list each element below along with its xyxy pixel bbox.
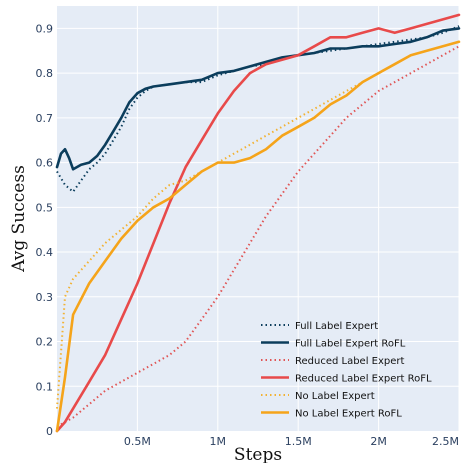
y-tick-label: 0.3 (36, 291, 54, 304)
y-tick-label: 0.9 (36, 22, 54, 35)
grid-lines (57, 6, 460, 431)
x-tick-label: 0.5M (124, 435, 151, 448)
tick-labels: 0 0.1 0.2 0.3 0.4 0.5 0.6 0.7 0.8 0.9 0.5M 1M 1.5M 2M… (36, 22, 460, 448)
y-tick-label: 0.1 (36, 380, 54, 393)
legend-label: No Label Expert RoFL (295, 409, 402, 420)
series-layer (55, 13, 461, 433)
y-tick-label: 0 (46, 425, 53, 438)
legend: Full Label Expert Full Label Expert RoFL R… (261, 321, 432, 420)
series-line-0 (56, 25, 460, 193)
x-tick-label: 1M (210, 435, 227, 448)
plot-background (57, 6, 459, 431)
x-axis-title: Steps (234, 445, 282, 463)
series-line-1 (55, 27, 461, 171)
legend-label: Full Label Expert (295, 321, 378, 332)
legend-label: Reduced Label Expert RoFL (295, 374, 432, 385)
legend-label: No Label Expert (295, 391, 375, 402)
y-tick-label: 0.2 (36, 336, 54, 349)
y-axis-title: Avg Success (9, 165, 29, 273)
series-line-5 (55, 40, 461, 433)
y-tick-label: 0.4 (36, 246, 54, 259)
x-tick-label: 2M (370, 435, 387, 448)
legend-label: Reduced Label Expert (295, 356, 405, 367)
x-tick-label: 2.5M (432, 435, 459, 448)
x-tick-label: 1.5M (285, 435, 312, 448)
legend-label: Full Label Expert RoFL (295, 339, 406, 350)
y-tick-label: 0.6 (36, 157, 54, 170)
y-tick-label: 0.7 (36, 112, 54, 125)
series-line-3 (55, 13, 461, 433)
y-tick-label: 0.5 (36, 201, 54, 214)
y-tick-label: 0.8 (36, 67, 54, 80)
